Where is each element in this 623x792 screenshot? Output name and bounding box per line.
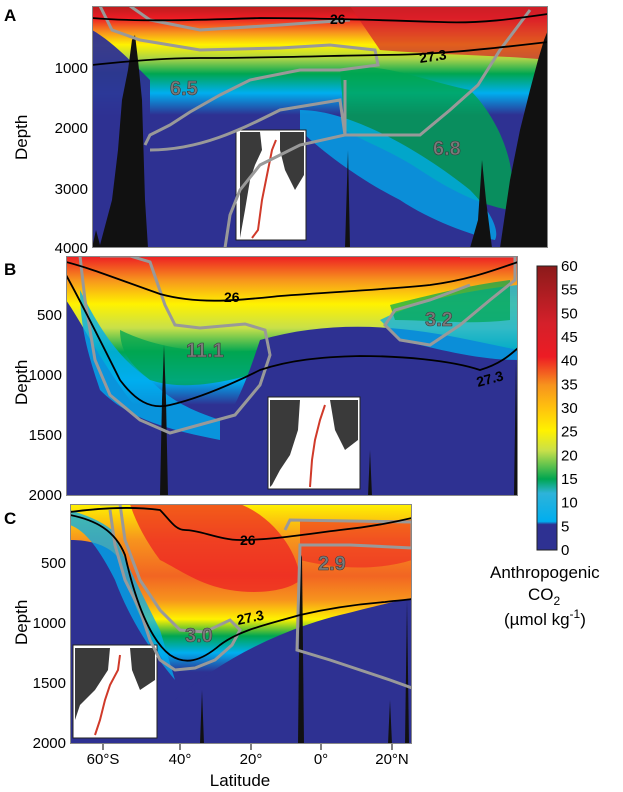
panel-c-xtick-1: 60°S [87,751,120,768]
colorbar-tick-label: 35 [561,376,578,393]
panel-c-ytick-2: 1000 [33,615,66,632]
panel-b: B [4,256,518,504]
colorbar-tick-label: 40 [561,353,578,370]
colorbar-title-line1: Anthropogenic [490,563,600,582]
colorbar-title-co: CO [528,585,554,604]
colorbar-title-end: ) [580,610,586,629]
panel-b-field [66,256,518,496]
colorbar-gradient [536,265,558,551]
colorbar-title-units: (µmol kg [504,610,570,629]
panel-c-region-label-2: 2.9 [318,553,346,575]
panel-a-ytick-1: 1000 [55,60,88,77]
panel-a-region-label-1: 6.5 [170,78,198,100]
panel-c-ylabel: Depth [12,600,31,645]
panel-c-xtick-4: 0° [314,751,328,768]
colorbar-title-line3: (µmol kg-1) [504,607,586,629]
panel-a: A [4,6,548,257]
panel-letter-b: B [4,260,16,279]
panel-c-ytick-3: 1500 [33,675,66,692]
panel-b-contour-27-3-label: 27.3 [475,367,506,390]
colorbar-tick-label: 55 [561,282,578,299]
panel-a-ylabel: Depth [12,115,31,160]
panel-c-xticks [102,744,393,750]
panel-c-contour-27-3-label: 27.3 [235,607,265,628]
colorbar-title-sup: -1 [570,607,581,621]
colorbar-title-line2: CO2 [528,585,561,608]
colorbar-tick-label: 30 [561,400,578,417]
panel-a-ytick-2: 2000 [55,120,88,137]
panel-a-region-label-2: 6.8 [433,138,461,160]
panel-c-field [70,504,412,744]
colorbar-tick-label: 20 [561,447,578,464]
panel-b-ylabel: Depth [12,360,31,405]
panel-c-ytick-4: 2000 [33,735,66,752]
panel-c-xtick-2: 40° [169,751,192,768]
colorbar-tick-label: 25 [561,424,578,441]
colorbar-tick-label: 50 [561,305,578,322]
panel-c-xlabel: Latitude [210,771,271,790]
colorbar-tick-label: 15 [561,471,578,488]
panel-c-xtick-5: 20°N [375,751,409,768]
colorbar-tick-label: 5 [561,518,569,535]
panel-b-region-label-2: 3.2 [425,309,453,331]
panel-b-ytick-4: 2000 [29,487,62,504]
colorbar-tick-label: 10 [561,495,578,512]
panel-a-field [92,6,548,248]
panel-letter-a: A [4,6,16,25]
panel-b-ytick-1: 500 [37,307,62,324]
panel-b-region-label-1: 11.1 [186,340,224,362]
panel-c-contour-26-label: 26 [240,532,256,548]
panel-b-ytick-3: 1500 [29,427,62,444]
colorbar-title-sub: 2 [554,594,561,608]
colorbar-tick-label: 60 [561,258,578,275]
panel-letter-c: C [4,509,16,528]
panel-c-xtick-3: 20° [240,751,263,768]
colorbar-tick-label: 45 [561,329,578,346]
panel-c-ytick-1: 500 [41,555,66,572]
panel-c: C 26 [4,504,412,790]
colorbar-tick-label: 0 [561,542,569,559]
panel-b-ytick-2: 1000 [29,367,62,384]
panel-b-contour-26-label: 26 [224,289,240,305]
panel-a-ytick-4: 4000 [55,240,88,257]
panel-a-contour-26-label: 26 [330,11,346,27]
panel-c-region-label-1: 3.0 [185,625,213,647]
panel-a-contour-27-3-label: 27.3 [418,46,447,66]
panel-a-ytick-3: 3000 [55,181,88,198]
